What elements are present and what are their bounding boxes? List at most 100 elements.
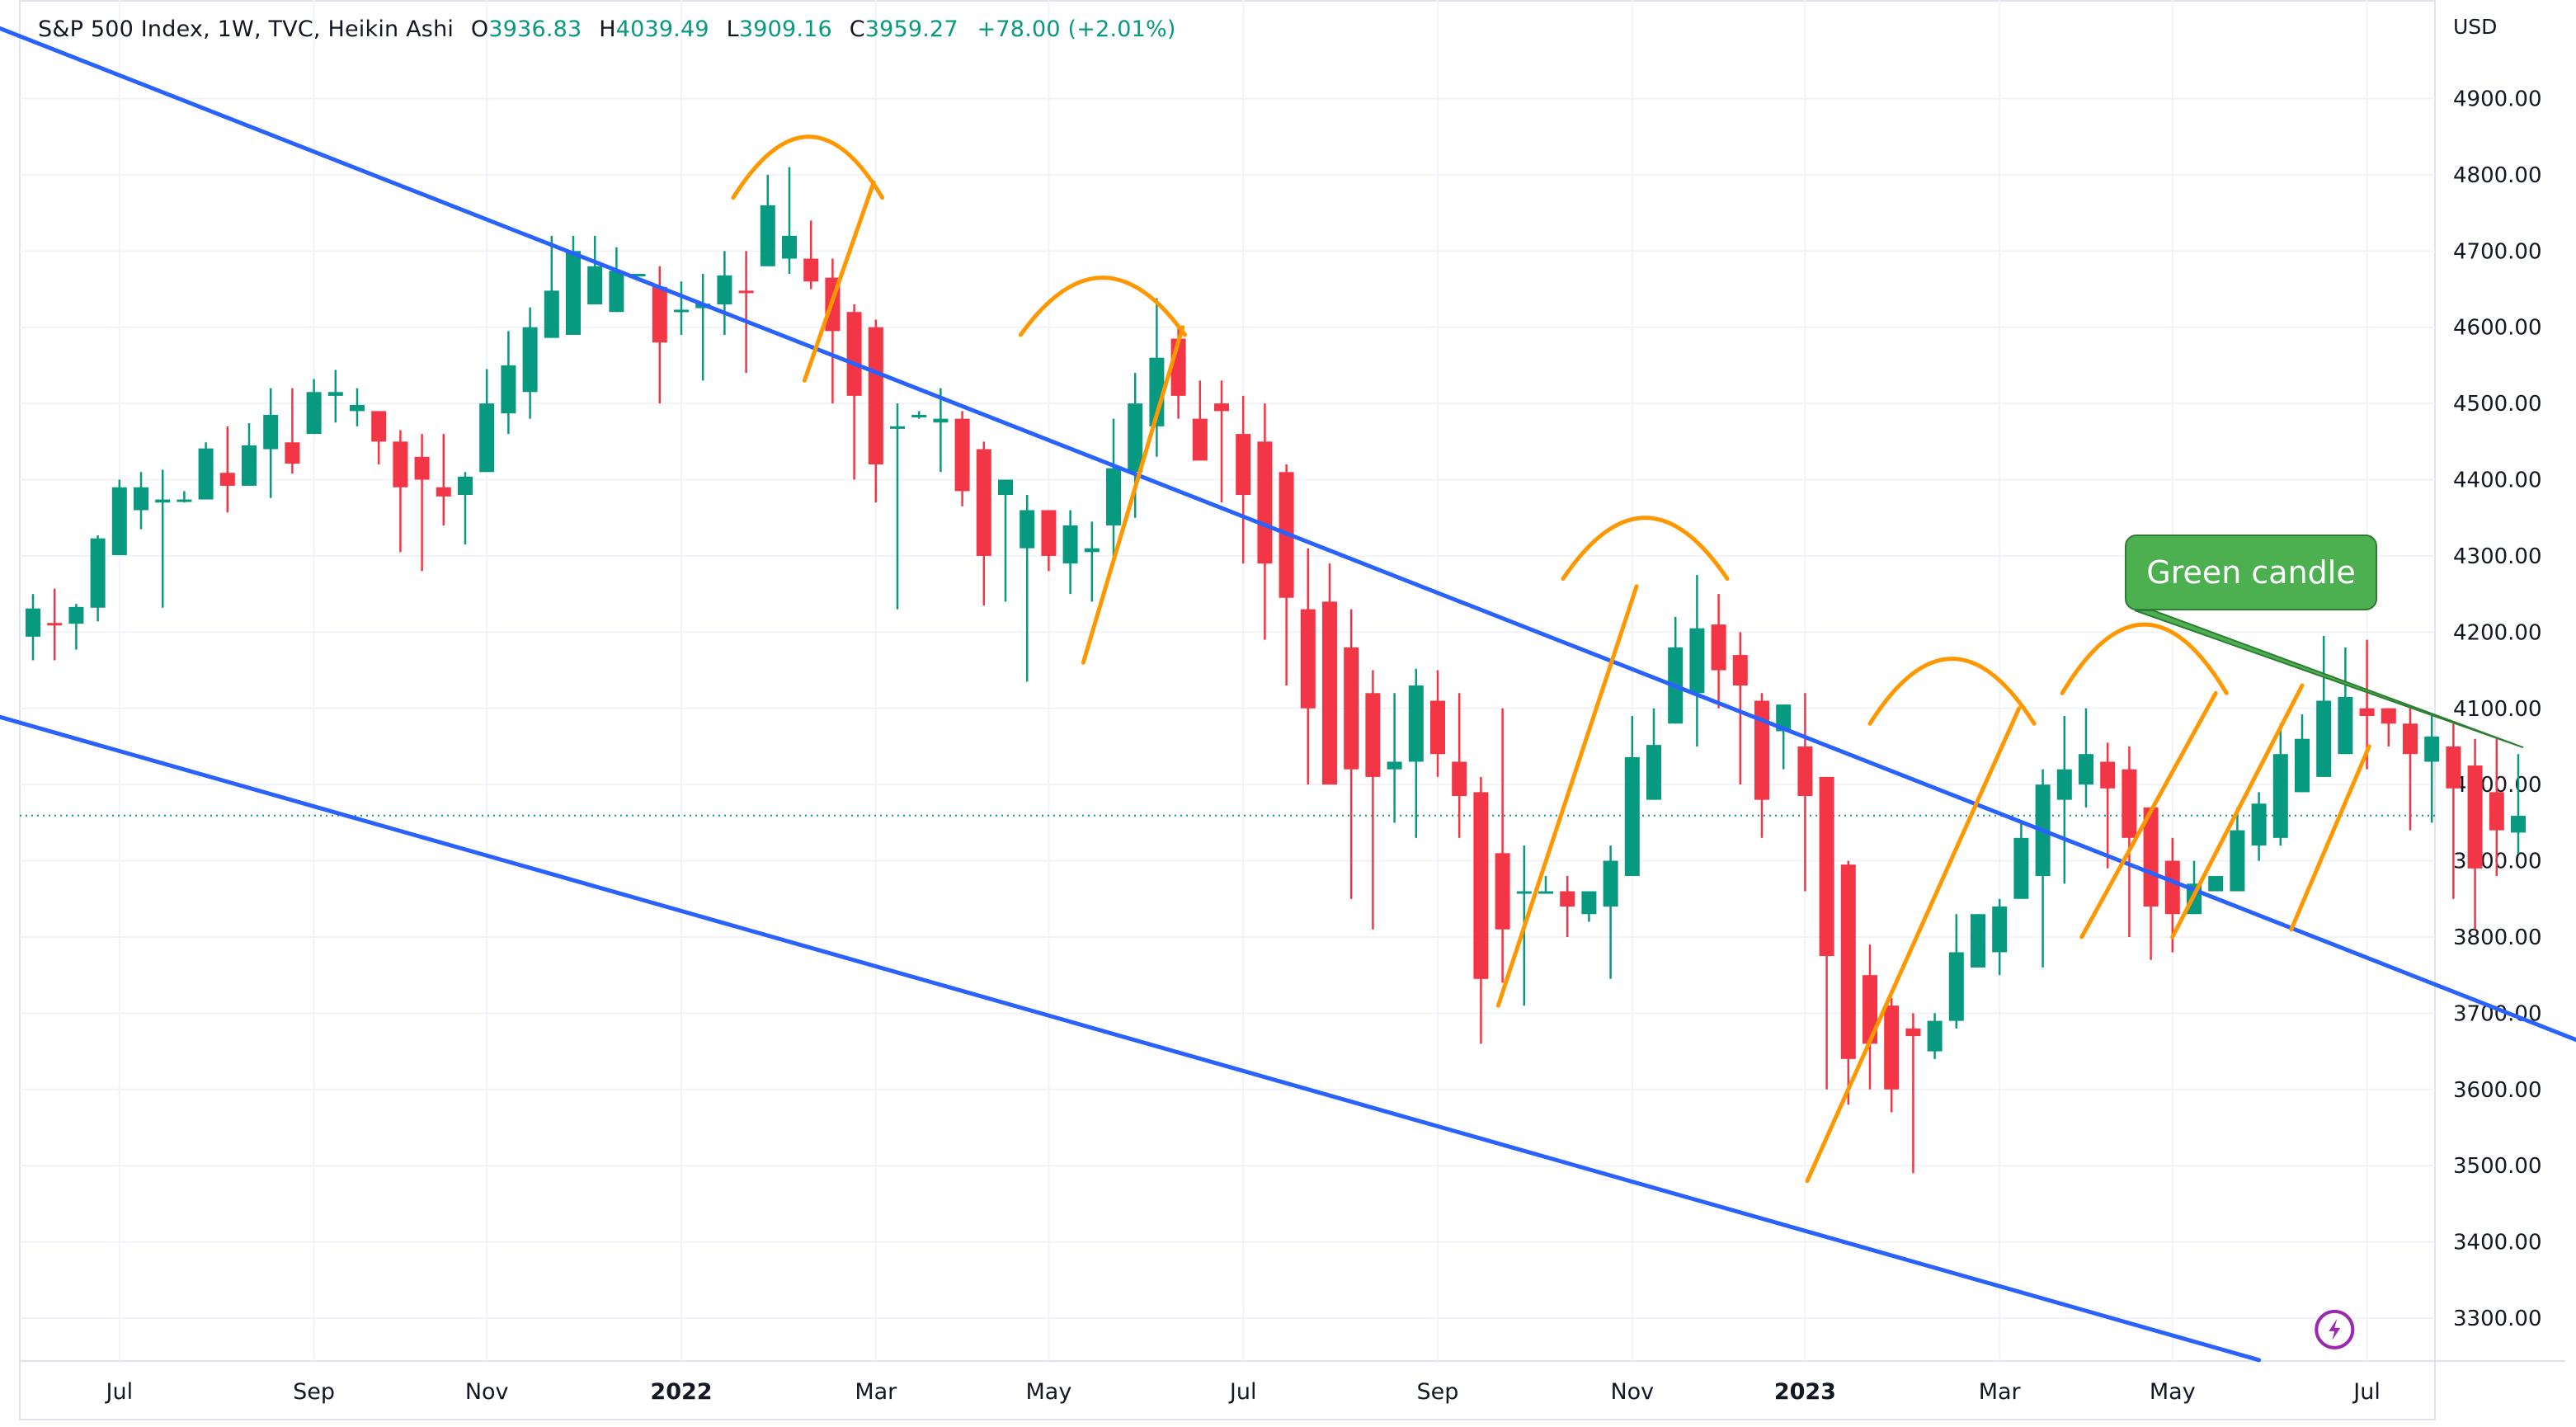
- candle[interactable]: [738, 251, 754, 374]
- candle[interactable]: [1236, 395, 1251, 564]
- candle[interactable]: [263, 388, 279, 498]
- candle[interactable]: [2467, 738, 2483, 930]
- candle[interactable]: [111, 479, 127, 556]
- rising-line[interactable]: [802, 180, 876, 383]
- lower-trendline[interactable]: [0, 714, 2262, 1363]
- candle[interactable]: [1473, 776, 1489, 1044]
- candle[interactable]: [1538, 876, 1553, 894]
- candle[interactable]: [1452, 693, 1467, 838]
- candle[interactable]: [976, 441, 991, 606]
- candle[interactable]: [1495, 708, 1510, 983]
- candle[interactable]: [1863, 944, 1877, 1090]
- candle[interactable]: [868, 319, 883, 503]
- candle[interactable]: [2338, 647, 2353, 755]
- candle[interactable]: [890, 403, 905, 610]
- arc-pattern[interactable]: [731, 134, 885, 200]
- candle[interactable]: [2100, 742, 2116, 869]
- candle[interactable]: [674, 281, 689, 335]
- candle[interactable]: [90, 535, 106, 622]
- arc-pattern[interactable]: [1561, 516, 1730, 582]
- candle[interactable]: [1927, 1013, 1943, 1059]
- candle[interactable]: [1884, 997, 1900, 1113]
- arc-pattern[interactable]: [2060, 622, 2229, 695]
- upper-trendline[interactable]: [0, 26, 2576, 1069]
- candle[interactable]: [327, 370, 343, 423]
- candle[interactable]: [2056, 715, 2072, 884]
- candle[interactable]: [846, 304, 862, 480]
- candle[interactable]: [2013, 822, 2029, 899]
- candle[interactable]: [1322, 563, 1337, 785]
- rising-line[interactable]: [1805, 706, 2022, 1184]
- rising-line[interactable]: [2289, 744, 2371, 932]
- rising-line[interactable]: [1495, 584, 1639, 1008]
- candle[interactable]: [1192, 380, 1208, 461]
- candle[interactable]: [609, 247, 624, 313]
- candle[interactable]: [1020, 495, 1035, 682]
- candle[interactable]: [1754, 693, 1769, 838]
- candle[interactable]: [306, 379, 322, 435]
- candle[interactable]: [26, 594, 40, 661]
- candle[interactable]: [2251, 792, 2267, 861]
- candle[interactable]: [1581, 891, 1597, 922]
- candle[interactable]: [1840, 860, 1856, 1105]
- candle[interactable]: [760, 174, 775, 266]
- rising-line[interactable]: [1081, 325, 1185, 665]
- candle[interactable]: [717, 251, 732, 335]
- candle[interactable]: [1711, 594, 1726, 709]
- candle[interactable]: [2446, 723, 2461, 899]
- candle[interactable]: [501, 331, 516, 435]
- candle[interactable]: [1971, 914, 1985, 968]
- candle[interactable]: [2489, 738, 2504, 877]
- candle[interactable]: [1603, 845, 1618, 979]
- candle[interactable]: [2143, 807, 2159, 960]
- lightning-icon[interactable]: [2315, 1309, 2355, 1349]
- candle[interactable]: [2403, 708, 2418, 831]
- candle[interactable]: [954, 411, 970, 506]
- candle[interactable]: [782, 167, 797, 275]
- candle[interactable]: [2381, 708, 2396, 746]
- candle[interactable]: [1344, 609, 1359, 899]
- candle[interactable]: [47, 588, 63, 661]
- candle[interactable]: [219, 426, 235, 513]
- candle[interactable]: [1041, 510, 1057, 572]
- candle[interactable]: [911, 411, 927, 419]
- candle[interactable]: [587, 235, 603, 304]
- candle[interactable]: [1214, 380, 1229, 503]
- candle[interactable]: [1560, 876, 1575, 937]
- candle[interactable]: [285, 388, 300, 474]
- candle[interactable]: [436, 434, 451, 525]
- green-candle-callout[interactable]: Green candle: [2125, 535, 2377, 610]
- candle[interactable]: [2295, 714, 2310, 793]
- candle[interactable]: [1797, 693, 1813, 892]
- candle[interactable]: [68, 604, 84, 650]
- rising-line[interactable]: [2079, 690, 2218, 940]
- candle[interactable]: [414, 434, 430, 572]
- candle[interactable]: [198, 442, 214, 500]
- candle[interactable]: [998, 479, 1013, 602]
- candle[interactable]: [2424, 715, 2440, 823]
- candle[interactable]: [1776, 704, 1792, 770]
- candle[interactable]: [2230, 807, 2245, 892]
- candle[interactable]: [2079, 708, 2093, 808]
- candle[interactable]: [458, 472, 473, 545]
- candle[interactable]: [522, 307, 538, 419]
- candle[interactable]: [2316, 635, 2332, 777]
- candle[interactable]: [177, 491, 192, 503]
- arc-pattern[interactable]: [1018, 276, 1187, 337]
- candle[interactable]: [1300, 548, 1316, 785]
- candle[interactable]: [803, 220, 819, 290]
- candle[interactable]: [350, 388, 365, 426]
- candle[interactable]: [155, 469, 171, 608]
- candle[interactable]: [2511, 754, 2526, 855]
- candle[interactable]: [1948, 914, 1964, 1029]
- candle[interactable]: [1732, 632, 1748, 785]
- candle[interactable]: [1387, 693, 1402, 823]
- candle[interactable]: [630, 274, 646, 277]
- candle[interactable]: [1106, 418, 1121, 564]
- candle[interactable]: [1062, 510, 1078, 595]
- rising-line[interactable]: [2170, 683, 2305, 940]
- candle[interactable]: [544, 235, 559, 338]
- candle[interactable]: [371, 411, 387, 465]
- candle[interactable]: [2122, 746, 2137, 937]
